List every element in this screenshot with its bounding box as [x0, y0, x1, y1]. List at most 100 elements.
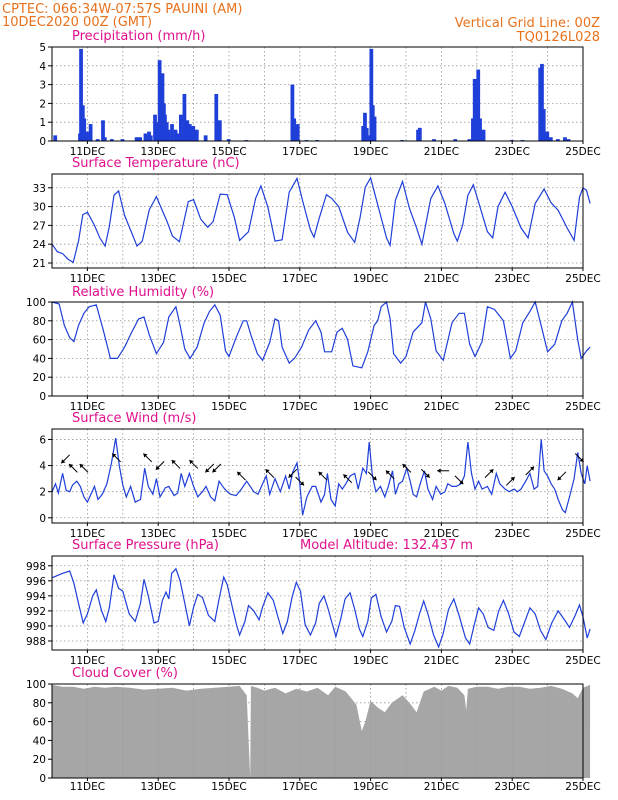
precip-bar: [363, 112, 367, 141]
wind-arrow-head: [437, 468, 441, 474]
wind-arrow-head: [171, 460, 176, 465]
wind-arrow-head: [557, 476, 562, 481]
wind-arrow: [420, 468, 431, 478]
precip-xtick-label: 25DEC: [565, 146, 600, 158]
rh-line: [51, 299, 591, 369]
precip-bar: [548, 137, 553, 141]
precip-ytick-label: 0: [39, 136, 46, 148]
wind-arrow: [143, 453, 153, 463]
cloud-xtick-label: 23DEC: [494, 781, 529, 793]
wind-arrow-head: [205, 468, 210, 473]
wind-arrow: [155, 461, 165, 471]
cloud-ytick-label: 40: [33, 735, 46, 747]
precip-ytick-label: 2: [39, 98, 46, 110]
wind-arrow-head: [385, 470, 390, 475]
cloud-title: Cloud Cover (%): [72, 666, 178, 681]
precip-bar: [369, 48, 374, 141]
rh-xtick-label: 25DEC: [565, 401, 600, 413]
wind-arrow-head: [237, 471, 242, 476]
pres-panel: Surface Pressure (hPa) Model Altitude: 13…: [26, 538, 601, 667]
header-model: TQ0126L028: [516, 30, 600, 45]
wind-arrow-head: [425, 473, 430, 478]
rh-ytick-label: 100: [26, 297, 46, 309]
rh-ytick-label: 60: [33, 335, 46, 347]
wind-arrow: [454, 475, 464, 485]
wind-arrow: [437, 468, 450, 474]
pres-annotation: Model Altitude: 132.437 m: [300, 538, 473, 553]
temp-xtick-label: 13DEC: [140, 273, 175, 285]
wind-arrow: [484, 468, 494, 478]
precip-xtick-label: 17DEC: [282, 146, 317, 158]
wind-arrow: [171, 459, 181, 469]
wind-arrow-head: [288, 473, 293, 478]
wind-arrow-head: [372, 476, 377, 481]
precip-bar: [478, 118, 482, 141]
pres-title: Surface Pressure (hPa): [72, 538, 219, 553]
precip-bar: [88, 124, 93, 141]
precip-bar: [214, 94, 219, 141]
rh-xtick-label: 23DEC: [494, 401, 529, 413]
header-grid-note: Vertical Grid Line: 00Z: [455, 16, 600, 31]
cloud-xtick-label: 25DEC: [565, 781, 600, 793]
wind-title: Surface Wind (m/s): [72, 411, 196, 426]
precip-xtick-label: 15DEC: [211, 146, 246, 158]
precip-bar: [226, 139, 231, 141]
precip-bar: [545, 131, 550, 141]
precip-bar: [563, 137, 567, 141]
wind-arrow: [79, 463, 89, 473]
wind-arrow: [189, 459, 199, 469]
wind-ytick-label: 6: [39, 434, 46, 446]
wind-arrow-head: [69, 463, 74, 469]
wind-arrow: [557, 471, 567, 481]
pres-xtick-label: 11DEC: [70, 655, 105, 667]
precip-bar: [166, 129, 171, 141]
wind-arrow-head: [318, 471, 323, 476]
header-station: CPTEC: 066:34W-07:57S PAUINI (AM): [2, 2, 242, 17]
precip-xtick-label: 21DEC: [424, 146, 459, 158]
wind-arrow: [236, 471, 246, 481]
wind-arrow-head: [112, 453, 117, 458]
precip-xtick-label: 13DEC: [140, 146, 175, 158]
wind-arrow-head: [529, 466, 535, 471]
precip-xtick-label: 11DEC: [70, 146, 105, 158]
precip-bar: [185, 120, 190, 141]
precip-bar: [102, 137, 107, 141]
wind-arrow: [295, 476, 305, 486]
rh-frame: [51, 301, 584, 397]
wind-arrow-head: [299, 481, 304, 486]
rh-title: Relative Humidity (%): [72, 285, 214, 300]
wind-xtick-label: 25DEC: [565, 528, 600, 540]
cloud-xtick-label: 19DEC: [353, 781, 388, 793]
precip-xtick-label: 19DEC: [353, 146, 388, 158]
header-date: 10DEC2020 00Z (GMT): [2, 15, 152, 30]
precip-bar: [295, 124, 300, 141]
wind-arrow: [68, 463, 78, 473]
wind-arrow: [525, 466, 535, 476]
precip-ytick-label: 1: [39, 117, 46, 129]
precip-bar: [157, 60, 162, 141]
precip-bar: [101, 120, 105, 141]
pres-xtick-label: 15DEC: [211, 655, 246, 667]
rh-xtick-label: 19DEC: [353, 401, 388, 413]
rh-ytick-label: 0: [39, 391, 46, 403]
temp-ytick-label: 30: [33, 202, 46, 214]
wind-frame: [51, 428, 584, 524]
precip-panel: Precipitation (mm/h) 0 1 2 3 4 5 11DEC 13DEC 15DE…: [39, 29, 600, 158]
precip-bar: [178, 114, 183, 141]
precip-bar: [556, 139, 560, 141]
wind-arrow-head: [343, 474, 348, 479]
precip-bar: [476, 69, 481, 141]
temp-title: Surface Temperature (nC): [72, 156, 240, 171]
temp-panel: Surface Temperature (nC) 21 24 27 30 33 11DEC 1…: [33, 156, 601, 285]
rh-ytick-label: 80: [33, 316, 46, 328]
precip-bar: [540, 63, 544, 141]
precip-bar: [290, 84, 295, 141]
rh-xtick-label: 11DEC: [70, 401, 105, 413]
cloud-panel: Cloud Cover (%) 0 20 40 60 80 100 11DEC 13DEC 15D…: [26, 666, 601, 793]
precip-bar: [467, 139, 472, 141]
precip-bar: [203, 135, 208, 141]
cloud-frame: [51, 683, 584, 779]
wind-arrow-head: [459, 479, 464, 485]
temp-xtick-label: 25DEC: [565, 273, 600, 285]
